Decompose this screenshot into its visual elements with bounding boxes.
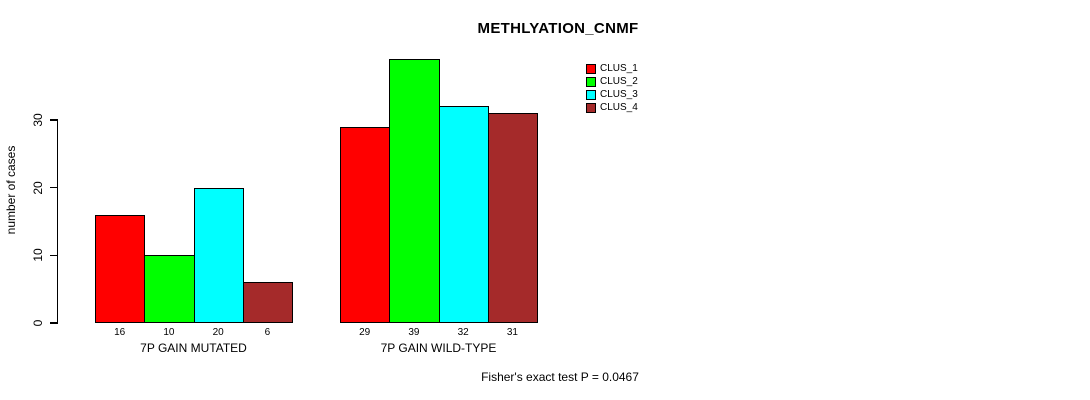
legend-color-swatch bbox=[586, 76, 596, 87]
y-axis-tick-label: 10 bbox=[31, 248, 45, 263]
legend-color-swatch bbox=[586, 89, 596, 100]
bar-clus_2 bbox=[389, 59, 440, 323]
y-axis-line bbox=[56, 120, 58, 324]
bar-value-label: 39 bbox=[408, 327, 420, 338]
y-axis-tick bbox=[50, 254, 58, 256]
bar-value-label: 6 bbox=[264, 327, 271, 338]
bar-value-label: 16 bbox=[114, 327, 126, 338]
bar-clus_1 bbox=[340, 126, 391, 323]
chart-title: METHLYATION_CNMF bbox=[477, 20, 639, 37]
legend-label: CLUS_1 bbox=[600, 63, 638, 74]
bar-clus_4 bbox=[242, 282, 293, 323]
bar-value-label: 10 bbox=[163, 327, 175, 338]
y-axis-tick bbox=[50, 187, 58, 189]
legend: CLUS_1 CLUS_2 CLUS_3 CLUS_4 bbox=[586, 62, 638, 114]
legend-item: CLUS_4 bbox=[586, 101, 638, 114]
legend-label: CLUS_2 bbox=[600, 76, 638, 87]
x-category-label: 7P GAIN MUTATED bbox=[140, 341, 247, 355]
bar-value-label: 32 bbox=[457, 327, 469, 338]
bar-clus_1 bbox=[95, 214, 146, 323]
y-axis-tick bbox=[50, 119, 58, 121]
y-axis-title: number of cases bbox=[4, 145, 18, 235]
bar-value-label: 31 bbox=[506, 327, 518, 338]
legend-label: CLUS_3 bbox=[600, 89, 638, 100]
y-axis-tick-label: 30 bbox=[31, 113, 45, 127]
bar-value-label: 20 bbox=[212, 327, 224, 338]
bar-value-label: 29 bbox=[359, 327, 371, 338]
y-axis-tick-label: 0 bbox=[31, 319, 45, 327]
bar-clus_4 bbox=[487, 113, 538, 323]
annotation-text: Fisher's exact test P = 0.0467 bbox=[481, 370, 639, 384]
legend-label: CLUS_4 bbox=[600, 102, 638, 113]
x-category-label: 7P GAIN WILD-TYPE bbox=[380, 341, 497, 355]
legend-item: CLUS_1 bbox=[586, 62, 638, 75]
legend-item: CLUS_3 bbox=[586, 88, 638, 101]
y-axis-tick bbox=[50, 322, 58, 324]
bar-clus_2 bbox=[144, 255, 195, 323]
legend-color-swatch bbox=[586, 102, 596, 113]
bar-clus_3 bbox=[438, 106, 489, 323]
legend-item: CLUS_2 bbox=[586, 75, 638, 88]
y-axis-tick-label: 20 bbox=[31, 180, 45, 195]
bar-clus_3 bbox=[193, 187, 244, 323]
legend-color-swatch bbox=[586, 63, 596, 74]
